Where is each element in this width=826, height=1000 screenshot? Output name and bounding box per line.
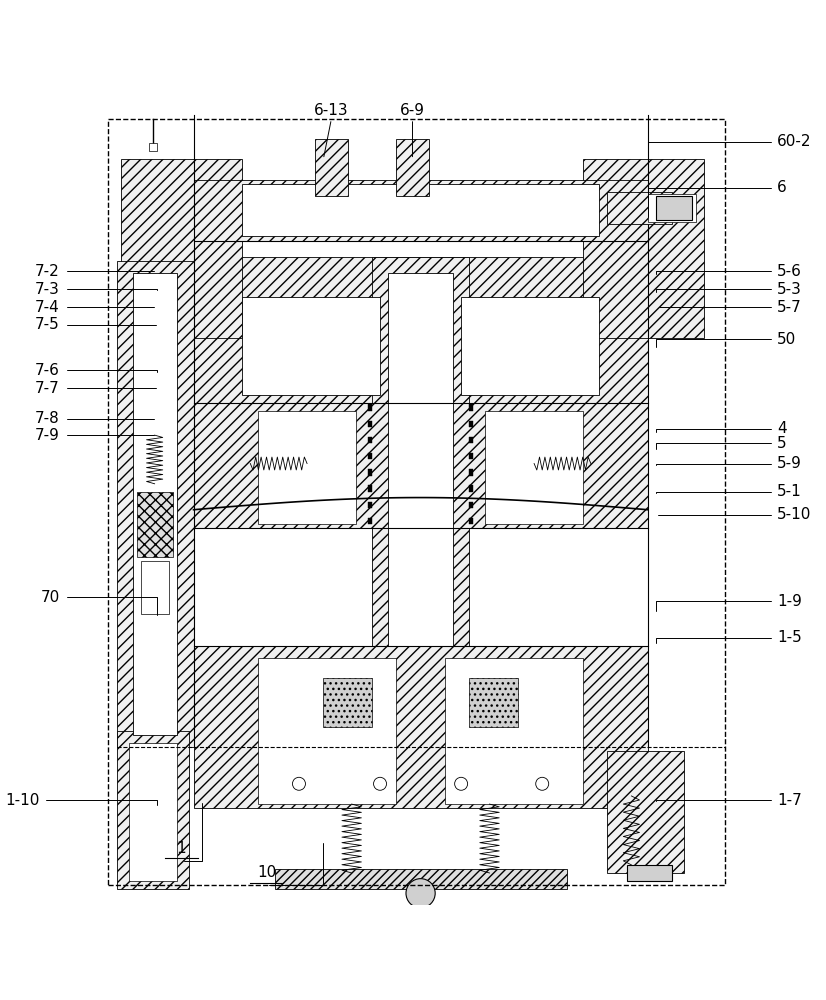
Bar xyxy=(469,421,473,427)
Bar xyxy=(648,194,696,222)
Circle shape xyxy=(292,777,306,790)
Bar xyxy=(242,297,380,395)
Bar xyxy=(469,469,473,476)
Text: 7-8: 7-8 xyxy=(35,411,59,426)
Bar xyxy=(368,469,372,476)
Bar xyxy=(149,143,157,151)
Text: 6-9: 6-9 xyxy=(400,103,425,118)
Bar xyxy=(129,743,178,881)
Text: 70: 70 xyxy=(40,590,59,605)
Bar xyxy=(469,485,473,492)
Text: 7-6: 7-6 xyxy=(35,363,59,378)
Bar xyxy=(368,404,372,411)
Text: 7-5: 7-5 xyxy=(35,317,59,332)
Text: 4: 4 xyxy=(777,421,787,436)
Bar xyxy=(461,297,599,395)
Text: 5-7: 5-7 xyxy=(777,300,802,315)
Text: 7-4: 7-4 xyxy=(35,300,59,315)
Text: 60-2: 60-2 xyxy=(777,134,812,149)
Bar xyxy=(486,411,583,524)
Text: 7-7: 7-7 xyxy=(35,381,59,396)
Text: 10: 10 xyxy=(257,865,276,880)
Bar xyxy=(121,159,242,338)
Text: 7-3: 7-3 xyxy=(35,282,59,297)
Text: 1: 1 xyxy=(177,841,186,856)
Bar xyxy=(656,196,692,220)
Bar xyxy=(108,119,724,885)
Bar xyxy=(116,261,193,747)
Bar xyxy=(469,678,518,727)
Bar xyxy=(372,257,469,662)
Bar xyxy=(274,869,567,889)
Bar xyxy=(193,257,648,419)
Bar xyxy=(396,139,429,196)
Bar xyxy=(469,502,473,508)
Bar xyxy=(388,273,453,646)
Bar xyxy=(316,139,348,196)
Circle shape xyxy=(536,777,548,790)
Text: 50: 50 xyxy=(777,332,796,347)
Bar xyxy=(368,437,372,443)
Text: 7-2: 7-2 xyxy=(35,264,59,279)
Text: 1-9: 1-9 xyxy=(777,594,802,609)
Bar xyxy=(368,421,372,427)
Text: 5-10: 5-10 xyxy=(777,507,812,522)
Bar xyxy=(469,453,473,459)
Bar xyxy=(469,404,473,411)
Bar xyxy=(445,658,583,804)
Text: 1-5: 1-5 xyxy=(777,630,802,645)
Bar xyxy=(583,159,705,338)
Bar xyxy=(368,485,372,492)
Text: 5-1: 5-1 xyxy=(777,484,802,499)
Circle shape xyxy=(406,879,435,908)
Bar xyxy=(607,192,672,224)
Text: 1-10: 1-10 xyxy=(5,793,40,808)
Text: 5-6: 5-6 xyxy=(777,264,802,279)
Circle shape xyxy=(373,777,387,790)
Text: 7-9: 7-9 xyxy=(35,428,59,443)
Bar xyxy=(141,561,169,614)
Text: 6: 6 xyxy=(777,180,787,195)
Bar xyxy=(242,184,599,236)
Text: 5-3: 5-3 xyxy=(777,282,802,297)
Text: 5: 5 xyxy=(777,436,787,451)
Text: 5-9: 5-9 xyxy=(777,456,802,471)
Bar xyxy=(137,492,173,557)
Bar xyxy=(193,180,648,241)
Text: 1-7: 1-7 xyxy=(777,793,802,808)
Bar xyxy=(607,751,684,873)
Bar xyxy=(368,453,372,459)
Bar xyxy=(323,678,372,727)
Bar xyxy=(116,731,189,889)
Bar xyxy=(469,437,473,443)
Bar xyxy=(193,403,648,528)
Text: 6-13: 6-13 xyxy=(314,103,349,118)
Bar xyxy=(133,273,178,735)
Circle shape xyxy=(454,777,468,790)
Bar xyxy=(259,658,396,804)
Bar xyxy=(627,865,672,881)
Bar xyxy=(193,646,648,808)
Bar xyxy=(259,411,356,524)
Bar xyxy=(368,502,372,508)
Bar xyxy=(469,518,473,524)
Bar xyxy=(368,518,372,524)
